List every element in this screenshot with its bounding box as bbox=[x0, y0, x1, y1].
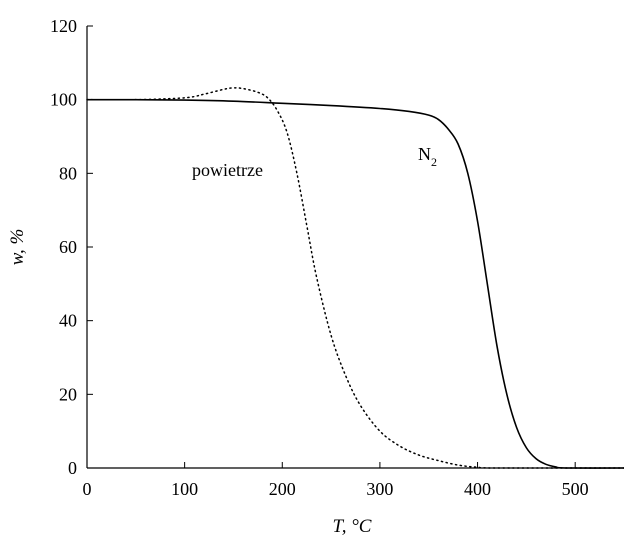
x-tick-label: 100 bbox=[171, 479, 198, 499]
x-tick-label: 200 bbox=[269, 479, 296, 499]
series-label-n2-subscript: 2 bbox=[431, 155, 437, 169]
series-line-powietrze bbox=[86, 87, 624, 469]
y-tick-label: 100 bbox=[50, 90, 77, 110]
y-tick-label: 40 bbox=[59, 311, 77, 331]
x-tick-label: 0 bbox=[83, 479, 92, 499]
x-tick-label: 300 bbox=[366, 479, 393, 499]
y-tick-label: 0 bbox=[68, 458, 77, 478]
series-group bbox=[86, 87, 624, 469]
series-label-powietrze: powietrze bbox=[192, 160, 263, 180]
y-tick-label: 120 bbox=[50, 16, 77, 36]
series-label-n2-main: N bbox=[418, 144, 431, 164]
x-axis-label: T, °C bbox=[333, 516, 372, 537]
y-axis-label: w, % bbox=[7, 229, 28, 266]
x-tick-label: 400 bbox=[464, 479, 491, 499]
y-tick-label: 80 bbox=[59, 163, 77, 183]
series-line-n2 bbox=[86, 98, 624, 469]
series-label-n2: N2 bbox=[418, 144, 437, 169]
y-tick-label: 60 bbox=[59, 237, 77, 257]
y-tick-label: 20 bbox=[59, 384, 77, 404]
x-ticks: 0 100 200 300 400 500 bbox=[83, 462, 589, 499]
y-ticks: 0 20 40 60 80 100 120 bbox=[50, 16, 93, 478]
plot-area bbox=[86, 26, 624, 469]
x-tick-label: 500 bbox=[562, 479, 589, 499]
